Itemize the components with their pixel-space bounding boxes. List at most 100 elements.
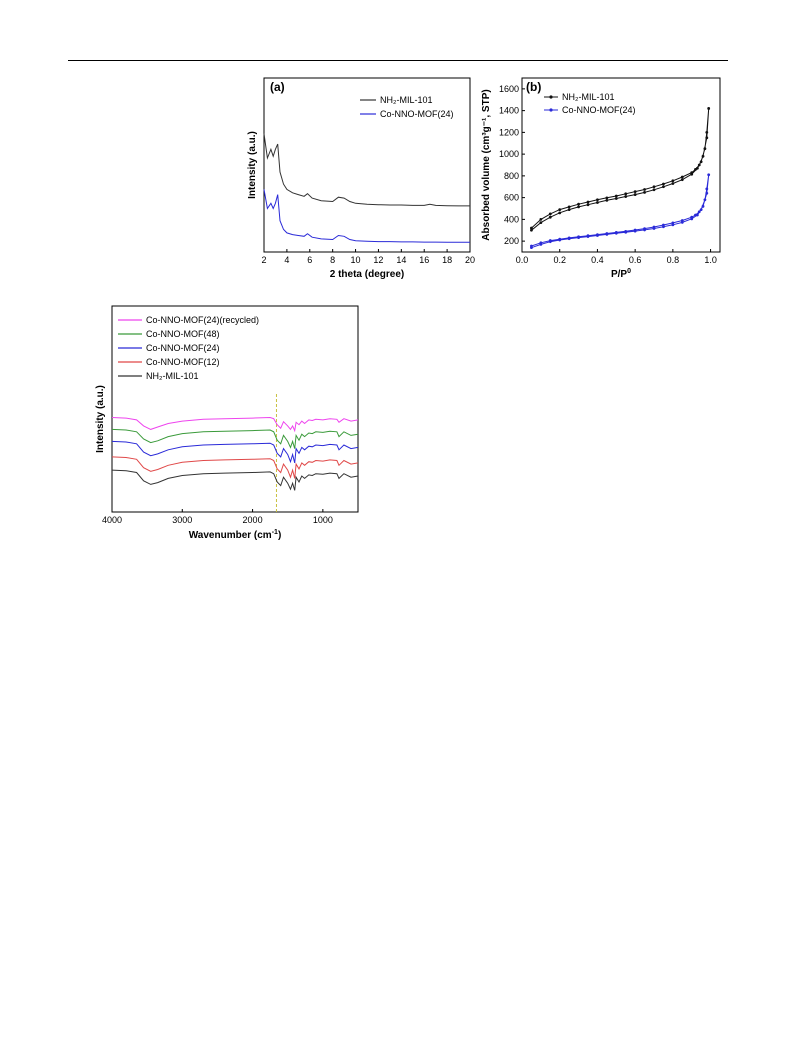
data-point	[567, 208, 571, 211]
legend-label-1: Co-NNO-MOF(48)	[146, 329, 220, 339]
data-point	[586, 203, 590, 207]
series-line-1	[531, 174, 710, 249]
data-point	[703, 198, 707, 202]
data-point	[605, 198, 609, 202]
x-tick-label: 14	[396, 255, 406, 265]
series-line-3	[111, 456, 359, 479]
y-tick-label: 1000	[499, 149, 519, 159]
x-tick-label: 10	[351, 255, 361, 265]
x-tick-label: 12	[373, 255, 383, 265]
data-point	[633, 190, 637, 194]
panel-label: (b)	[526, 80, 541, 94]
page-header-rule	[68, 60, 728, 61]
y-axis-label: Intensity (a.u.)	[247, 131, 258, 199]
data-point	[643, 227, 646, 231]
legend-marker-0	[549, 95, 553, 99]
data-point	[577, 235, 580, 239]
panel-label: (a)	[270, 80, 285, 94]
data-point	[539, 217, 543, 221]
legend-label-4: NH₂-MIL-101	[146, 371, 199, 381]
series-line-0	[111, 416, 359, 433]
y-tick-label: 1400	[499, 106, 519, 116]
data-point	[705, 130, 709, 134]
x-tick-label: 0.0	[516, 255, 529, 265]
data-point	[662, 223, 665, 227]
isotherm-chart: 0.0 0.2 0.4 0.6 0.8 1.0 200 400 600 800 1000 1200 14…	[481, 77, 721, 280]
x-axis-label: 2 theta (degree)	[330, 269, 404, 280]
x-axis-label-sup: 0	[627, 268, 631, 275]
data-point	[671, 221, 675, 225]
series-line-4	[111, 469, 359, 491]
plot-frame	[263, 77, 471, 253]
data-point	[699, 208, 703, 211]
y-axis-label: Intensity (a.u.)	[95, 385, 106, 453]
data-point	[690, 171, 694, 175]
series-line-0	[263, 133, 470, 207]
data-point	[699, 160, 703, 164]
y-tick-label: 400	[504, 214, 519, 224]
data-point	[680, 221, 684, 224]
legend-marker-1	[549, 108, 553, 112]
x-tick-label: 16	[419, 255, 429, 265]
x-axis-label-sup: -1	[272, 529, 278, 536]
data-point	[662, 182, 665, 186]
x-axis-label: Wavenumber (cm-1)	[189, 529, 282, 541]
y-tick-label: 1200	[499, 127, 519, 137]
data-point	[671, 223, 675, 227]
y-tick-label: 200	[504, 236, 519, 246]
y-tick-label: 800	[504, 171, 519, 181]
series-line-1	[111, 428, 359, 449]
legend-label-1: Co-NNO-MOF(24)	[562, 105, 636, 115]
data-point	[652, 188, 656, 192]
x-tick-label: 0.4	[591, 255, 604, 265]
data-point	[694, 167, 697, 171]
data-point	[624, 192, 628, 196]
data-point	[577, 202, 580, 206]
data-point	[633, 228, 637, 232]
data-point	[539, 241, 543, 245]
data-point	[707, 173, 711, 177]
x-tick-label: 0.8	[667, 255, 680, 265]
data-point	[548, 212, 552, 216]
data-point	[586, 200, 590, 204]
data-point	[680, 178, 684, 182]
data-point	[643, 191, 646, 194]
legend-label-2: Co-NNO-MOF(24)	[146, 343, 220, 353]
x-tick-label: 3000	[172, 515, 192, 525]
plot-frame	[111, 305, 359, 513]
data-point	[596, 201, 599, 204]
data-point	[705, 191, 709, 195]
data-point	[697, 163, 701, 167]
data-point	[701, 204, 705, 208]
data-point	[643, 188, 646, 191]
data-point	[652, 225, 656, 229]
data-point	[671, 179, 675, 183]
legend-label-1: Co-NNO-MOF(24)	[380, 109, 454, 119]
data-point	[596, 198, 599, 202]
data-point	[614, 197, 618, 200]
data-point	[705, 187, 709, 191]
data-point	[680, 175, 684, 179]
data-point	[558, 211, 562, 215]
data-point	[548, 215, 552, 219]
legend-label-3: Co-NNO-MOF(12)	[146, 357, 220, 367]
data-point	[680, 219, 684, 222]
data-point	[614, 231, 618, 234]
x-tick-label: 6	[307, 255, 312, 265]
plot-frame	[521, 77, 721, 253]
x-axis-label: P/P0	[611, 268, 631, 280]
x-tick-label: 20	[465, 255, 475, 265]
legend-label-0: NH₂-MIL-101	[562, 92, 615, 102]
series-line-1	[263, 189, 470, 243]
x-axis-label-close: )	[278, 530, 281, 541]
data-point	[596, 233, 599, 237]
data-point	[530, 226, 533, 230]
x-tick-label: 0.2	[553, 255, 566, 265]
data-point	[539, 221, 543, 225]
data-point	[577, 205, 580, 209]
y-axis-label: Absorbed volume (cm³g⁻¹, STP)	[481, 89, 492, 240]
y-tick-label: 600	[504, 193, 519, 203]
x-tick-label: 8	[330, 255, 335, 265]
legend-label-0: NH₂-MIL-101	[380, 95, 433, 105]
data-point	[633, 193, 637, 196]
